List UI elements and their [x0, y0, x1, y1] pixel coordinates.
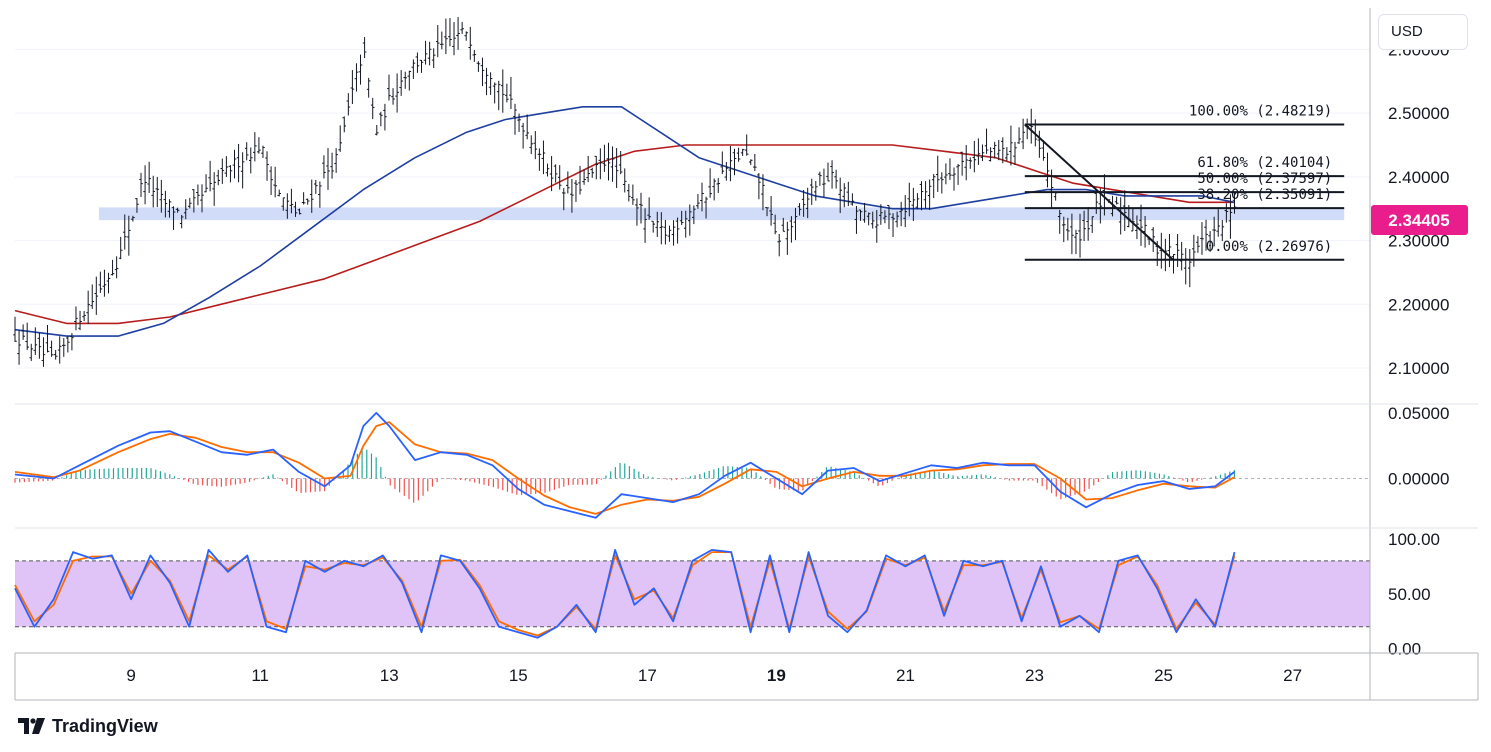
fibonacci-level-label: 50.00% (2.37597) [1197, 171, 1332, 187]
stochastic-axis-tick-label: 100.00 [1388, 530, 1440, 549]
macd-panel[interactable]: 0.05000 0.00000 [14, 404, 1449, 519]
price-axis-tick-label: 2.50000 [1388, 104, 1449, 123]
brand[interactable]: TradingView [18, 713, 158, 739]
price-axis-tick-label: 2.40000 [1388, 168, 1449, 187]
stochastic-k-line [14, 549, 1236, 639]
macd-line [14, 411, 1236, 519]
stochastic-axis-tick-label: 50.00 [1388, 585, 1431, 604]
date-axis-tick-label: 15 [509, 666, 528, 685]
macd-axis-tick-label: 0.05000 [1388, 404, 1449, 423]
price-axis-tick-label: 2.10000 [1388, 359, 1449, 378]
date-axis-tick-label: 13 [380, 666, 399, 685]
fibonacci-level-label: 100.00% (2.48219) [1189, 103, 1332, 119]
date-axis-tick-label: 9 [126, 666, 135, 685]
currency-button[interactable]: USD [1378, 14, 1468, 50]
fast-moving-average-line [14, 106, 1235, 337]
date-axis-tick-label: 23 [1025, 666, 1044, 685]
stochastic-axis-tick-label: 0.00 [1388, 640, 1421, 659]
current-price-label: 2.34405 [1388, 211, 1449, 230]
price-panel[interactable]: 2.600002.500002.400002.300002.200002.100… [13, 16, 1449, 378]
date-axis-tick-label: 25 [1154, 666, 1173, 685]
tradingview-logo-icon [18, 718, 45, 734]
price-axis-tick-label: 2.30000 [1388, 232, 1449, 251]
stochastic-band [15, 560, 1370, 627]
fibonacci-level-label: 61.80% (2.40104) [1197, 155, 1332, 171]
fibonacci-trendline [1024, 123, 1174, 261]
stochastic-panel[interactable]: 100.00 50.00 0.00 [14, 530, 1440, 659]
date-axis-tick-label: 21 [896, 666, 915, 685]
support-zone [98, 207, 1345, 221]
date-axis-tick-label: 19 [767, 666, 786, 685]
date-axis-tick-label: 27 [1283, 666, 1302, 685]
panel-dividers [14, 8, 1479, 701]
fibonacci-level-label: 0.00% (2.26976) [1206, 239, 1332, 255]
slow-moving-average-line [14, 144, 1235, 325]
brand-name: TradingView [52, 715, 158, 736]
date-axis[interactable]: 9 11 13 15 17 19 21 23 25 27 [126, 666, 1302, 685]
macd-signal-line [14, 421, 1235, 515]
price-axis-tick-label: 2.20000 [1388, 295, 1449, 314]
current-price-tag: 2.34405 [1371, 205, 1468, 235]
current-price-label-bg [1371, 205, 1468, 235]
date-axis-tick-label: 11 [251, 666, 269, 685]
macd-axis-tick-label: 0.00000 [1388, 469, 1449, 488]
date-axis-tick-label: 17 [638, 666, 657, 685]
fibonacci-level-label: 38.20% (2.35091) [1197, 187, 1332, 203]
